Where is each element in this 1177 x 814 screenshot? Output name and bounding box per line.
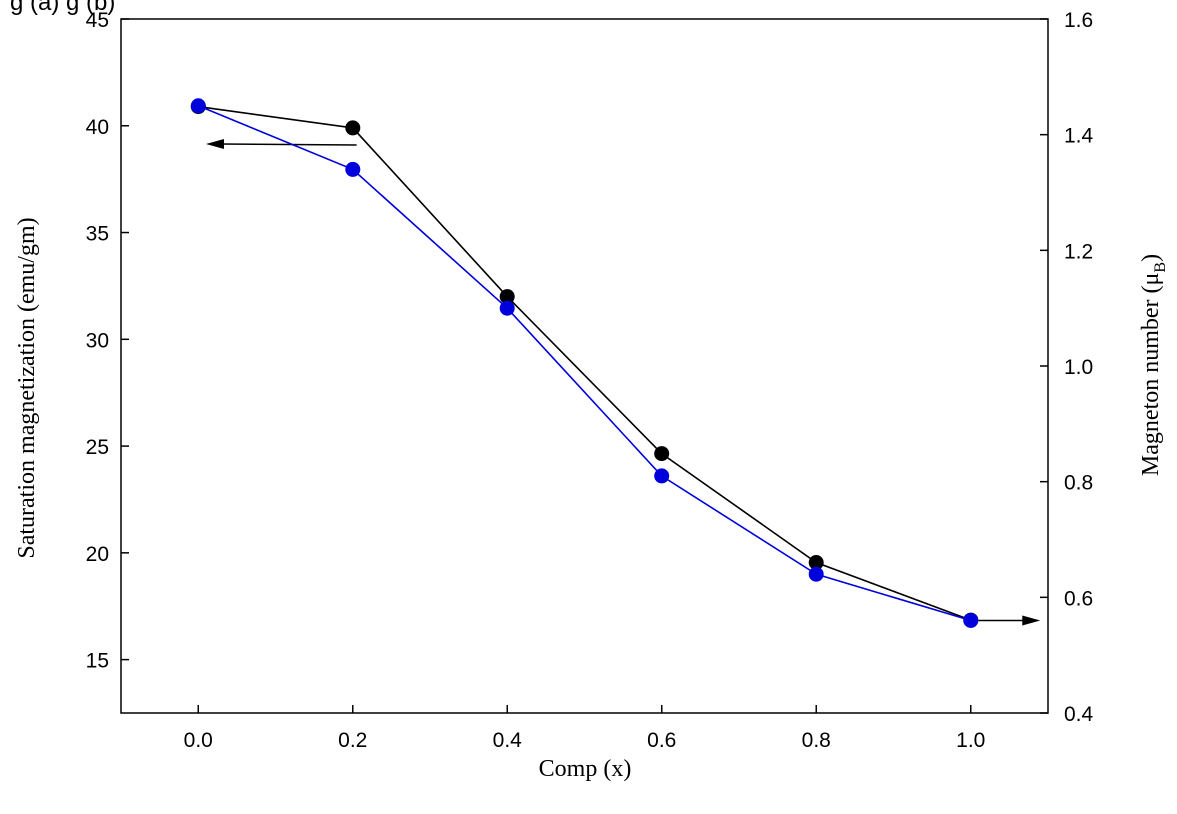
series-0-point-3 [654, 446, 670, 462]
y-right-tick-label: 0.4 [1064, 703, 1094, 726]
y-right-axis-title: Magneton number (μB) [1138, 254, 1169, 476]
y-right-tick-label: 1.0 [1064, 356, 1093, 379]
series-1-point-3 [654, 468, 670, 484]
y-right-tick-label: 1.2 [1064, 240, 1093, 263]
arrows-layer [205, 138, 1041, 626]
x-axis-title: Comp (x) [539, 756, 632, 782]
y-right-axis-title-main: Magneton number (μ [1138, 273, 1164, 476]
y-left-tick-label: 25 [86, 436, 109, 459]
series-1-point-1 [345, 161, 361, 177]
series-1-point-0 [190, 98, 206, 114]
series-layer [190, 98, 979, 628]
y-left-tick-label: 45 [86, 9, 109, 32]
x-tick-label: 1.0 [956, 729, 985, 752]
y-right-axis-title-sub: B [1152, 262, 1169, 273]
y-left-tick-label: 30 [86, 329, 109, 352]
y-right-tick-label: 1.4 [1064, 125, 1094, 148]
y-right-tick-label: 0.8 [1064, 472, 1093, 495]
series-1-point-5 [963, 613, 979, 628]
x-tick-label: 0.6 [647, 729, 676, 752]
y-left-tick-label: 15 [86, 650, 109, 673]
x-tick-label: 0.0 [184, 729, 213, 752]
y-left-tick-label: 35 [86, 223, 109, 246]
y-right-tick-label: 0.6 [1064, 587, 1093, 610]
series-1-point-2 [499, 300, 515, 316]
y-left-tick-label: 20 [86, 543, 109, 566]
x-tick-label: 0.4 [493, 729, 523, 752]
ticks-layer: 0.0 0.2 0.4 0.6 0.8 1.0 15 20 25 30 35 40 45 0.4 0.6 0.… [86, 9, 1094, 752]
y-left-tick-label: 40 [86, 116, 109, 139]
series-0-point-1 [345, 120, 361, 136]
series-0-point-4 [808, 555, 824, 570]
series-0-point-2 [499, 289, 515, 305]
series-line-1 [197, 105, 972, 622]
y-left-axis-title: Saturation magnetization (emu/gm) [14, 217, 40, 558]
series-line-0 [198, 105, 972, 621]
right-axis-arrow-head [1022, 615, 1041, 626]
left-axis-arrow-head [205, 138, 224, 149]
y-right-tick-label: 1.6 [1064, 9, 1093, 32]
y-right-axis-title-close: ) [1138, 254, 1164, 262]
x-tick-label: 0.2 [338, 729, 367, 752]
left-axis-arrow-shaft [219, 143, 357, 146]
plot-frame [120, 18, 1049, 714]
series-1-point-4 [808, 566, 824, 582]
x-tick-label: 0.8 [802, 729, 831, 752]
chart-header-text: g (a) g (b) [10, 0, 115, 16]
